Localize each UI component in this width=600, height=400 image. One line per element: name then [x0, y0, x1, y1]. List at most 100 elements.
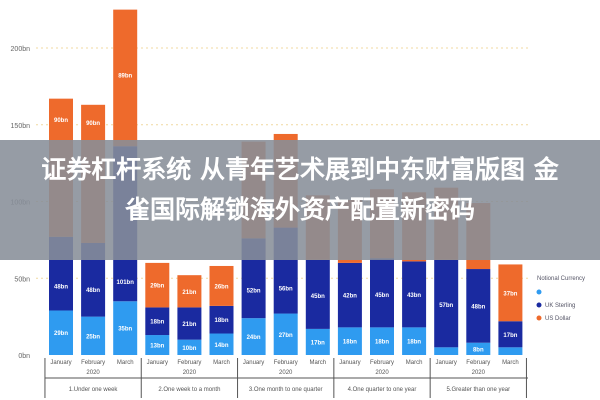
x-year-label: 2020 [183, 370, 197, 376]
x-tick-label: March [309, 360, 326, 366]
bar-segment [113, 9, 138, 147]
bar-value-label: 24bn [247, 335, 261, 341]
x-tick-label: March [502, 360, 519, 366]
x-group-label: 1.Under one week [69, 387, 119, 393]
y-tick-label: 200bn [11, 46, 31, 53]
bar-segment [498, 321, 523, 348]
bar-value-label: 57bn [439, 303, 453, 309]
bar-value-label: 42bn [343, 294, 357, 300]
x-year-label: 2020 [472, 370, 486, 376]
legend-title: Notional Currency [537, 276, 585, 282]
bar-value-label: 26bn [214, 284, 228, 290]
bar-segment [402, 261, 427, 328]
bar-value-label: 10bn [182, 346, 196, 352]
legend-label: US Dollar [545, 316, 571, 322]
bar-value-label: 21bn [182, 322, 196, 328]
bar-value-label: 37bn [503, 291, 517, 297]
bar-value-label: 48bn [471, 304, 485, 310]
bar-value-label: 18bn [214, 318, 228, 324]
headline: 证券杠杆系统 从青年艺术展到中东财富版图 金 雀国际解锁海外资产配置新密码 [0, 150, 600, 230]
bar-value-label: 29bn [54, 331, 68, 337]
bar-value-label: 8bn [473, 347, 484, 353]
bar-segment [145, 335, 170, 355]
bar-value-label: 56bn [279, 286, 293, 292]
bar-segment [337, 327, 362, 355]
bar-segment [49, 310, 73, 355]
bar-value-label: 18bn [150, 320, 164, 326]
legend-marker [536, 315, 542, 321]
bar-value-label: 48bn [86, 288, 100, 294]
bar-segment [273, 313, 298, 355]
headline-banner [0, 140, 600, 260]
bar-segment [466, 342, 491, 355]
bar-segment [177, 275, 202, 308]
x-tick-label: March [213, 360, 230, 366]
bar-segment [145, 307, 170, 336]
bar-segment [498, 264, 523, 322]
bar-segment [177, 339, 202, 355]
y-tick-label: 0bn [18, 353, 30, 360]
x-tick-label: February [466, 360, 490, 366]
y-tick-label: 50bn [14, 276, 30, 283]
headline-line-1: 证券杠杆系统 从青年艺术展到中东财富版图 金 [41, 155, 559, 184]
bar-value-label: 45bn [375, 293, 389, 299]
x-tick-label: January [436, 360, 457, 366]
x-tick-label: January [243, 360, 264, 366]
x-group-label: 4.One quarter to one year [348, 387, 417, 393]
bar-segment [177, 307, 202, 340]
x-group-label: 5.Greater than one year [446, 387, 510, 393]
bar-segment [81, 316, 106, 355]
bar-value-label: 90bn [54, 118, 68, 124]
x-tick-label: February [177, 360, 201, 366]
x-tick-label: February [81, 360, 105, 366]
bar-value-label: 48bn [54, 285, 68, 291]
bar-value-label: 18bn [407, 340, 421, 346]
headline-line-2: 雀国际解锁海外资产配置新密码 [124, 195, 475, 224]
bar-segment [370, 327, 394, 355]
bar-segment [209, 265, 234, 306]
bar-segment [209, 333, 234, 355]
bar-value-label: 21bn [182, 290, 196, 296]
x-tick-label: February [370, 360, 394, 366]
bar-segment [498, 347, 523, 355]
bar-value-label: 27bn [279, 333, 293, 339]
bar-segment [370, 258, 394, 328]
legend-label: UK Sterling [545, 303, 575, 309]
bar-value-label: 18bn [375, 340, 389, 346]
bar-segment [402, 327, 427, 355]
bar-value-label: 13bn [150, 344, 164, 350]
x-tick-label: March [406, 360, 423, 366]
x-year-label: 2020 [86, 370, 100, 376]
bar-value-label: 90bn [86, 121, 100, 127]
bar-value-label: 52bn [247, 289, 261, 295]
bar-segment [145, 262, 170, 308]
bar-value-label: 35bn [118, 327, 132, 333]
bar-value-label: 17bn [311, 340, 325, 346]
bar-segment [209, 305, 234, 334]
legend-marker [536, 289, 542, 295]
x-tick-label: March [117, 360, 134, 366]
x-tick-label: January [339, 360, 360, 366]
bar-segment [434, 347, 459, 355]
bar-segment [241, 318, 266, 355]
x-tick-label: January [50, 360, 71, 366]
bar-value-label: 25bn [86, 334, 100, 340]
bar-value-label: 89bn [118, 73, 132, 79]
bar-value-label: 14bn [214, 343, 228, 349]
bar-value-label: 29bn [150, 284, 164, 290]
bar-value-label: 17bn [503, 333, 517, 339]
bar-segment [434, 259, 459, 348]
bar-segment [466, 269, 491, 343]
x-group-label: 2.One week to a month [158, 387, 220, 393]
bar-segment [305, 259, 330, 329]
x-group-label: 3.One month to one quarter [249, 387, 323, 393]
bar-value-label: 43bn [407, 293, 421, 299]
bar-value-label: 101bn [117, 280, 135, 286]
bar-value-label: 45bn [311, 294, 325, 300]
x-tick-label: January [147, 360, 168, 366]
x-year-label: 2020 [279, 370, 293, 376]
y-tick-label: 150bn [11, 123, 31, 130]
bar-segment [337, 262, 362, 328]
legend-marker [536, 302, 542, 308]
x-tick-label: February [274, 360, 298, 366]
